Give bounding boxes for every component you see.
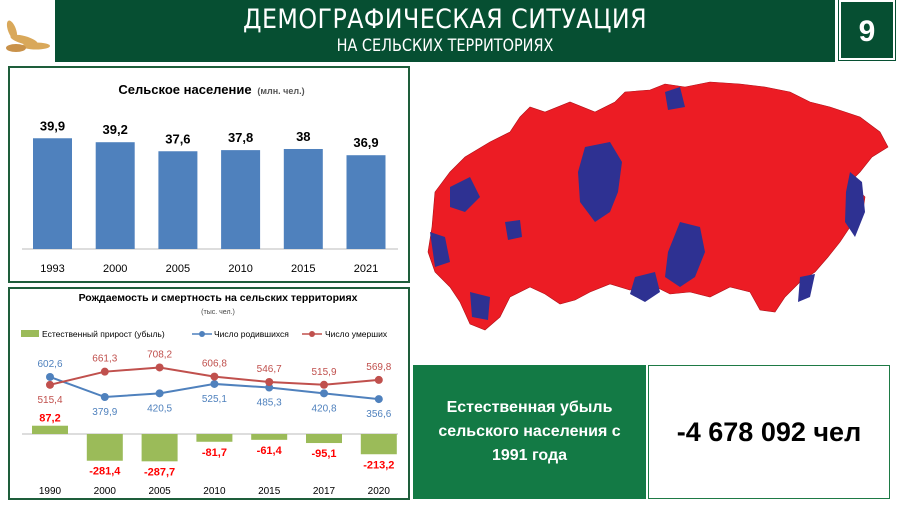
x-tick-label: 2010 xyxy=(203,486,226,497)
bar-value-label: 87,2 xyxy=(39,413,60,425)
legend-label: Число умерших xyxy=(325,329,388,339)
point-value-label: 708,2 xyxy=(147,349,172,360)
bar-value-label: 39,2 xyxy=(103,122,128,137)
rural-population-panel xyxy=(8,66,410,283)
russia-map xyxy=(427,81,889,331)
x-tick-label: 2017 xyxy=(313,486,336,497)
bar xyxy=(158,151,198,249)
bar-value-label: 39,9 xyxy=(40,118,65,133)
data-point xyxy=(210,372,219,381)
x-tick-label: 1993 xyxy=(40,263,64,275)
bar-value-label: -281,4 xyxy=(89,466,121,478)
bar xyxy=(196,434,233,442)
bar xyxy=(141,434,178,462)
chart1-title: Сельское население xyxy=(118,82,251,97)
bar xyxy=(360,434,397,455)
bar-value-label: -213,2 xyxy=(363,459,394,471)
birth-death-panel xyxy=(8,287,410,500)
bar-value-label: 38 xyxy=(296,129,310,144)
data-point xyxy=(374,375,383,384)
legend-marker xyxy=(309,331,315,337)
map-region-decline xyxy=(427,81,889,331)
legend-label: Естественный прирост (убыль) xyxy=(42,329,165,339)
x-tick-label: 1990 xyxy=(39,486,62,497)
chart2-unit: (тыс. чел.) xyxy=(201,309,235,316)
point-value-label: 525,1 xyxy=(202,394,227,405)
point-value-label: 661,3 xyxy=(92,354,117,365)
chart2-legend: Естественный прирост (убыль) Число родив… xyxy=(21,329,388,339)
data-point xyxy=(100,393,109,402)
data-point xyxy=(374,395,383,404)
page-title: ДЕМОГРАФИЧЕСКАЯ СИТУАЦИЯ xyxy=(242,4,648,35)
legend-bar-swatch xyxy=(21,330,39,337)
legend-marker xyxy=(199,331,205,337)
bar xyxy=(32,425,68,434)
data-point xyxy=(320,389,328,398)
bar xyxy=(346,155,386,249)
summary-value: -4 678 092 чел xyxy=(648,365,890,499)
chart1-unit: (млн. чел.) xyxy=(257,86,304,96)
summary-label: Естественная убыль сельского населения с… xyxy=(413,365,646,499)
x-tick-label: 2000 xyxy=(94,486,117,497)
data-point xyxy=(46,372,54,381)
point-value-label: 602,6 xyxy=(37,359,62,370)
data-point xyxy=(155,363,164,372)
bar xyxy=(251,434,288,440)
x-tick-label: 2005 xyxy=(148,486,171,497)
point-value-label: 485,3 xyxy=(257,398,282,409)
bar xyxy=(95,142,135,249)
legend-label: Число родившихся xyxy=(214,329,289,339)
page-subtitle: НА СЕЛЬСКИХ ТЕРРИТОРИЯХ xyxy=(336,36,554,56)
bar-value-label: -81,7 xyxy=(202,447,227,459)
data-point xyxy=(46,380,54,389)
bar xyxy=(221,150,261,249)
point-value-label: 569,8 xyxy=(366,362,391,373)
x-tick-label: 2020 xyxy=(368,486,391,497)
point-value-label: 515,9 xyxy=(311,367,336,378)
data-point xyxy=(210,379,219,388)
bar xyxy=(283,148,323,249)
x-tick-label: 2021 xyxy=(354,263,378,275)
bar-value-label: 37,8 xyxy=(228,130,253,145)
point-value-label: 420,5 xyxy=(147,403,172,414)
bar xyxy=(86,434,123,461)
data-point xyxy=(265,383,274,392)
bar-value-label: -95,1 xyxy=(311,448,336,460)
point-value-label: 546,7 xyxy=(257,364,282,375)
data-point xyxy=(155,389,164,398)
wheat-logo-icon xyxy=(6,20,50,52)
x-tick-label: 2005 xyxy=(166,263,190,275)
bar-value-label: -287,7 xyxy=(144,466,175,478)
map-regions-growth xyxy=(430,87,865,320)
bar-value-label: 36,9 xyxy=(353,135,378,150)
point-value-label: 379,9 xyxy=(92,407,117,418)
data-point xyxy=(265,377,274,386)
point-value-label: 515,4 xyxy=(37,395,62,406)
bar-value-label: 37,6 xyxy=(165,131,190,146)
point-value-label: 606,8 xyxy=(202,359,227,370)
data-point xyxy=(320,380,328,389)
page-number: 9 xyxy=(838,0,896,61)
bar xyxy=(306,434,342,444)
point-value-label: 356,6 xyxy=(366,409,391,420)
bar-value-label: -61,4 xyxy=(257,445,283,457)
header-banner: ДЕМОГРАФИЧЕСКАЯ СИТУАЦИЯ НА СЕЛЬСКИХ ТЕР… xyxy=(55,0,835,62)
x-tick-label: 2000 xyxy=(103,263,127,275)
x-tick-label: 2015 xyxy=(258,486,281,497)
x-tick-label: 2015 xyxy=(291,263,315,275)
chart2-title: Рождаемость и смертность на сельских тер… xyxy=(79,292,358,304)
x-tick-label: 2010 xyxy=(228,263,252,275)
data-point xyxy=(100,367,109,376)
point-value-label: 420,8 xyxy=(311,403,336,414)
bar xyxy=(33,138,72,249)
